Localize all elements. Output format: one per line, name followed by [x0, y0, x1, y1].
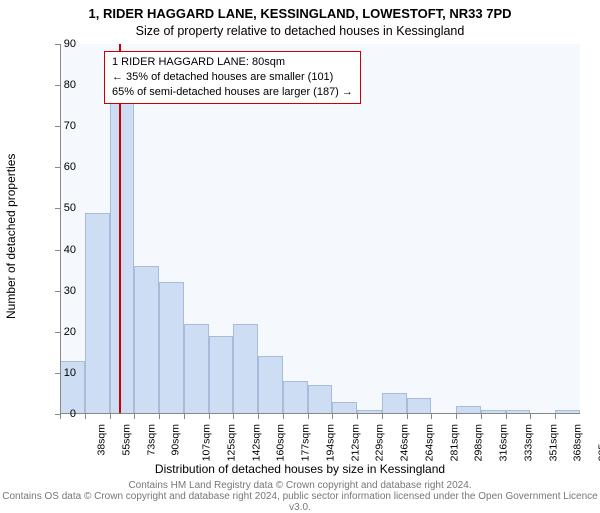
- chart-title: 1, RIDER HAGGARD LANE, KESSINGLAND, LOWE…: [0, 6, 600, 21]
- histogram-bar: [85, 213, 110, 414]
- ytick-label: 10: [46, 367, 76, 379]
- histogram-bar: [110, 89, 135, 414]
- histogram-bar: [233, 324, 258, 414]
- histogram-bar: [184, 324, 209, 414]
- histogram-chart: 1, RIDER HAGGARD LANE, KESSINGLAND, LOWE…: [0, 0, 600, 500]
- xtick-label: 142sqm: [250, 424, 262, 461]
- xtick-mark: [506, 414, 507, 419]
- xtick-label: 107sqm: [200, 424, 212, 461]
- xtick-mark: [110, 414, 111, 419]
- xtick-label: 212sqm: [349, 424, 361, 461]
- xtick-mark: [85, 414, 86, 419]
- xtick-mark: [431, 414, 432, 419]
- xtick-mark: [481, 414, 482, 419]
- xtick-label: 90sqm: [170, 424, 182, 456]
- annotation-line: 65% of semi-detached houses are larger (…: [112, 85, 353, 100]
- xtick-mark: [283, 414, 284, 419]
- xtick-label: 229sqm: [374, 424, 386, 461]
- annotation-line: 1 RIDER HAGGARD LANE: 80sqm: [112, 55, 353, 70]
- grid-line: [60, 414, 580, 415]
- xtick-mark: [456, 414, 457, 419]
- axis-left: [60, 44, 61, 414]
- xtick-label: 385sqm: [597, 424, 600, 461]
- histogram-bar: [407, 398, 432, 414]
- xtick-mark: [159, 414, 160, 419]
- xtick-mark: [407, 414, 408, 419]
- xtick-mark: [258, 414, 259, 419]
- histogram-bar: [283, 381, 308, 414]
- xtick-label: 316sqm: [498, 424, 510, 461]
- xtick-label: 264sqm: [423, 424, 435, 461]
- y-axis-label: Number of detached properties: [4, 154, 18, 319]
- xtick-label: 55sqm: [120, 424, 132, 456]
- xtick-mark: [530, 414, 531, 419]
- xtick-label: 160sqm: [275, 424, 287, 461]
- ytick-label: 20: [46, 326, 76, 338]
- xtick-mark: [134, 414, 135, 419]
- ytick-label: 70: [46, 120, 76, 132]
- ytick-label: 40: [46, 244, 76, 256]
- histogram-bar: [382, 393, 407, 414]
- axis-bottom: [60, 413, 580, 414]
- histogram-bar: [258, 356, 283, 414]
- copyright-text: Contains HM Land Registry data © Crown c…: [0, 480, 600, 513]
- xtick-mark: [209, 414, 210, 419]
- plot-area: 1 RIDER HAGGARD LANE: 80sqm← 35% of deta…: [60, 44, 580, 414]
- xtick-label: 246sqm: [399, 424, 411, 461]
- annotation-line: ← 35% of detached houses are smaller (10…: [112, 70, 353, 85]
- xtick-mark: [233, 414, 234, 419]
- xtick-mark: [60, 414, 61, 419]
- xtick-mark: [184, 414, 185, 419]
- copyright-line: Contains OS data © Crown copyright and d…: [0, 491, 600, 513]
- ytick-label: 60: [46, 161, 76, 173]
- annotation-box: 1 RIDER HAGGARD LANE: 80sqm← 35% of deta…: [104, 51, 361, 104]
- histogram-bar: [134, 266, 159, 414]
- histogram-bar: [308, 385, 333, 414]
- histogram-bar: [159, 282, 184, 414]
- xtick-label: 281sqm: [448, 424, 460, 461]
- ytick-label: 0: [46, 408, 76, 420]
- xtick-label: 368sqm: [572, 424, 584, 461]
- histogram-bar: [209, 336, 234, 414]
- xtick-label: 333sqm: [522, 424, 534, 461]
- xtick-mark: [332, 414, 333, 419]
- xtick-mark: [308, 414, 309, 419]
- ytick-label: 50: [46, 202, 76, 214]
- xtick-label: 73sqm: [145, 424, 157, 456]
- xtick-mark: [357, 414, 358, 419]
- copyright-line: Contains HM Land Registry data © Crown c…: [0, 480, 600, 491]
- xtick-label: 298sqm: [473, 424, 485, 461]
- xtick-mark: [382, 414, 383, 419]
- xtick-label: 125sqm: [225, 424, 237, 461]
- xtick-label: 38sqm: [96, 424, 108, 456]
- xtick-mark: [555, 414, 556, 419]
- ytick-label: 90: [46, 38, 76, 50]
- chart-subtitle: Size of property relative to detached ho…: [0, 24, 600, 38]
- x-axis-label: Distribution of detached houses by size …: [0, 462, 600, 476]
- ytick-label: 30: [46, 285, 76, 297]
- ytick-label: 80: [46, 79, 76, 91]
- xtick-label: 177sqm: [299, 424, 311, 461]
- xtick-label: 194sqm: [324, 424, 336, 461]
- xtick-label: 351sqm: [547, 424, 559, 461]
